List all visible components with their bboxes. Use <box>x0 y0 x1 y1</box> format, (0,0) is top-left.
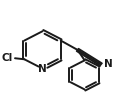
Text: Cl: Cl <box>1 53 13 63</box>
Text: N: N <box>38 64 47 74</box>
Text: N: N <box>104 59 113 69</box>
